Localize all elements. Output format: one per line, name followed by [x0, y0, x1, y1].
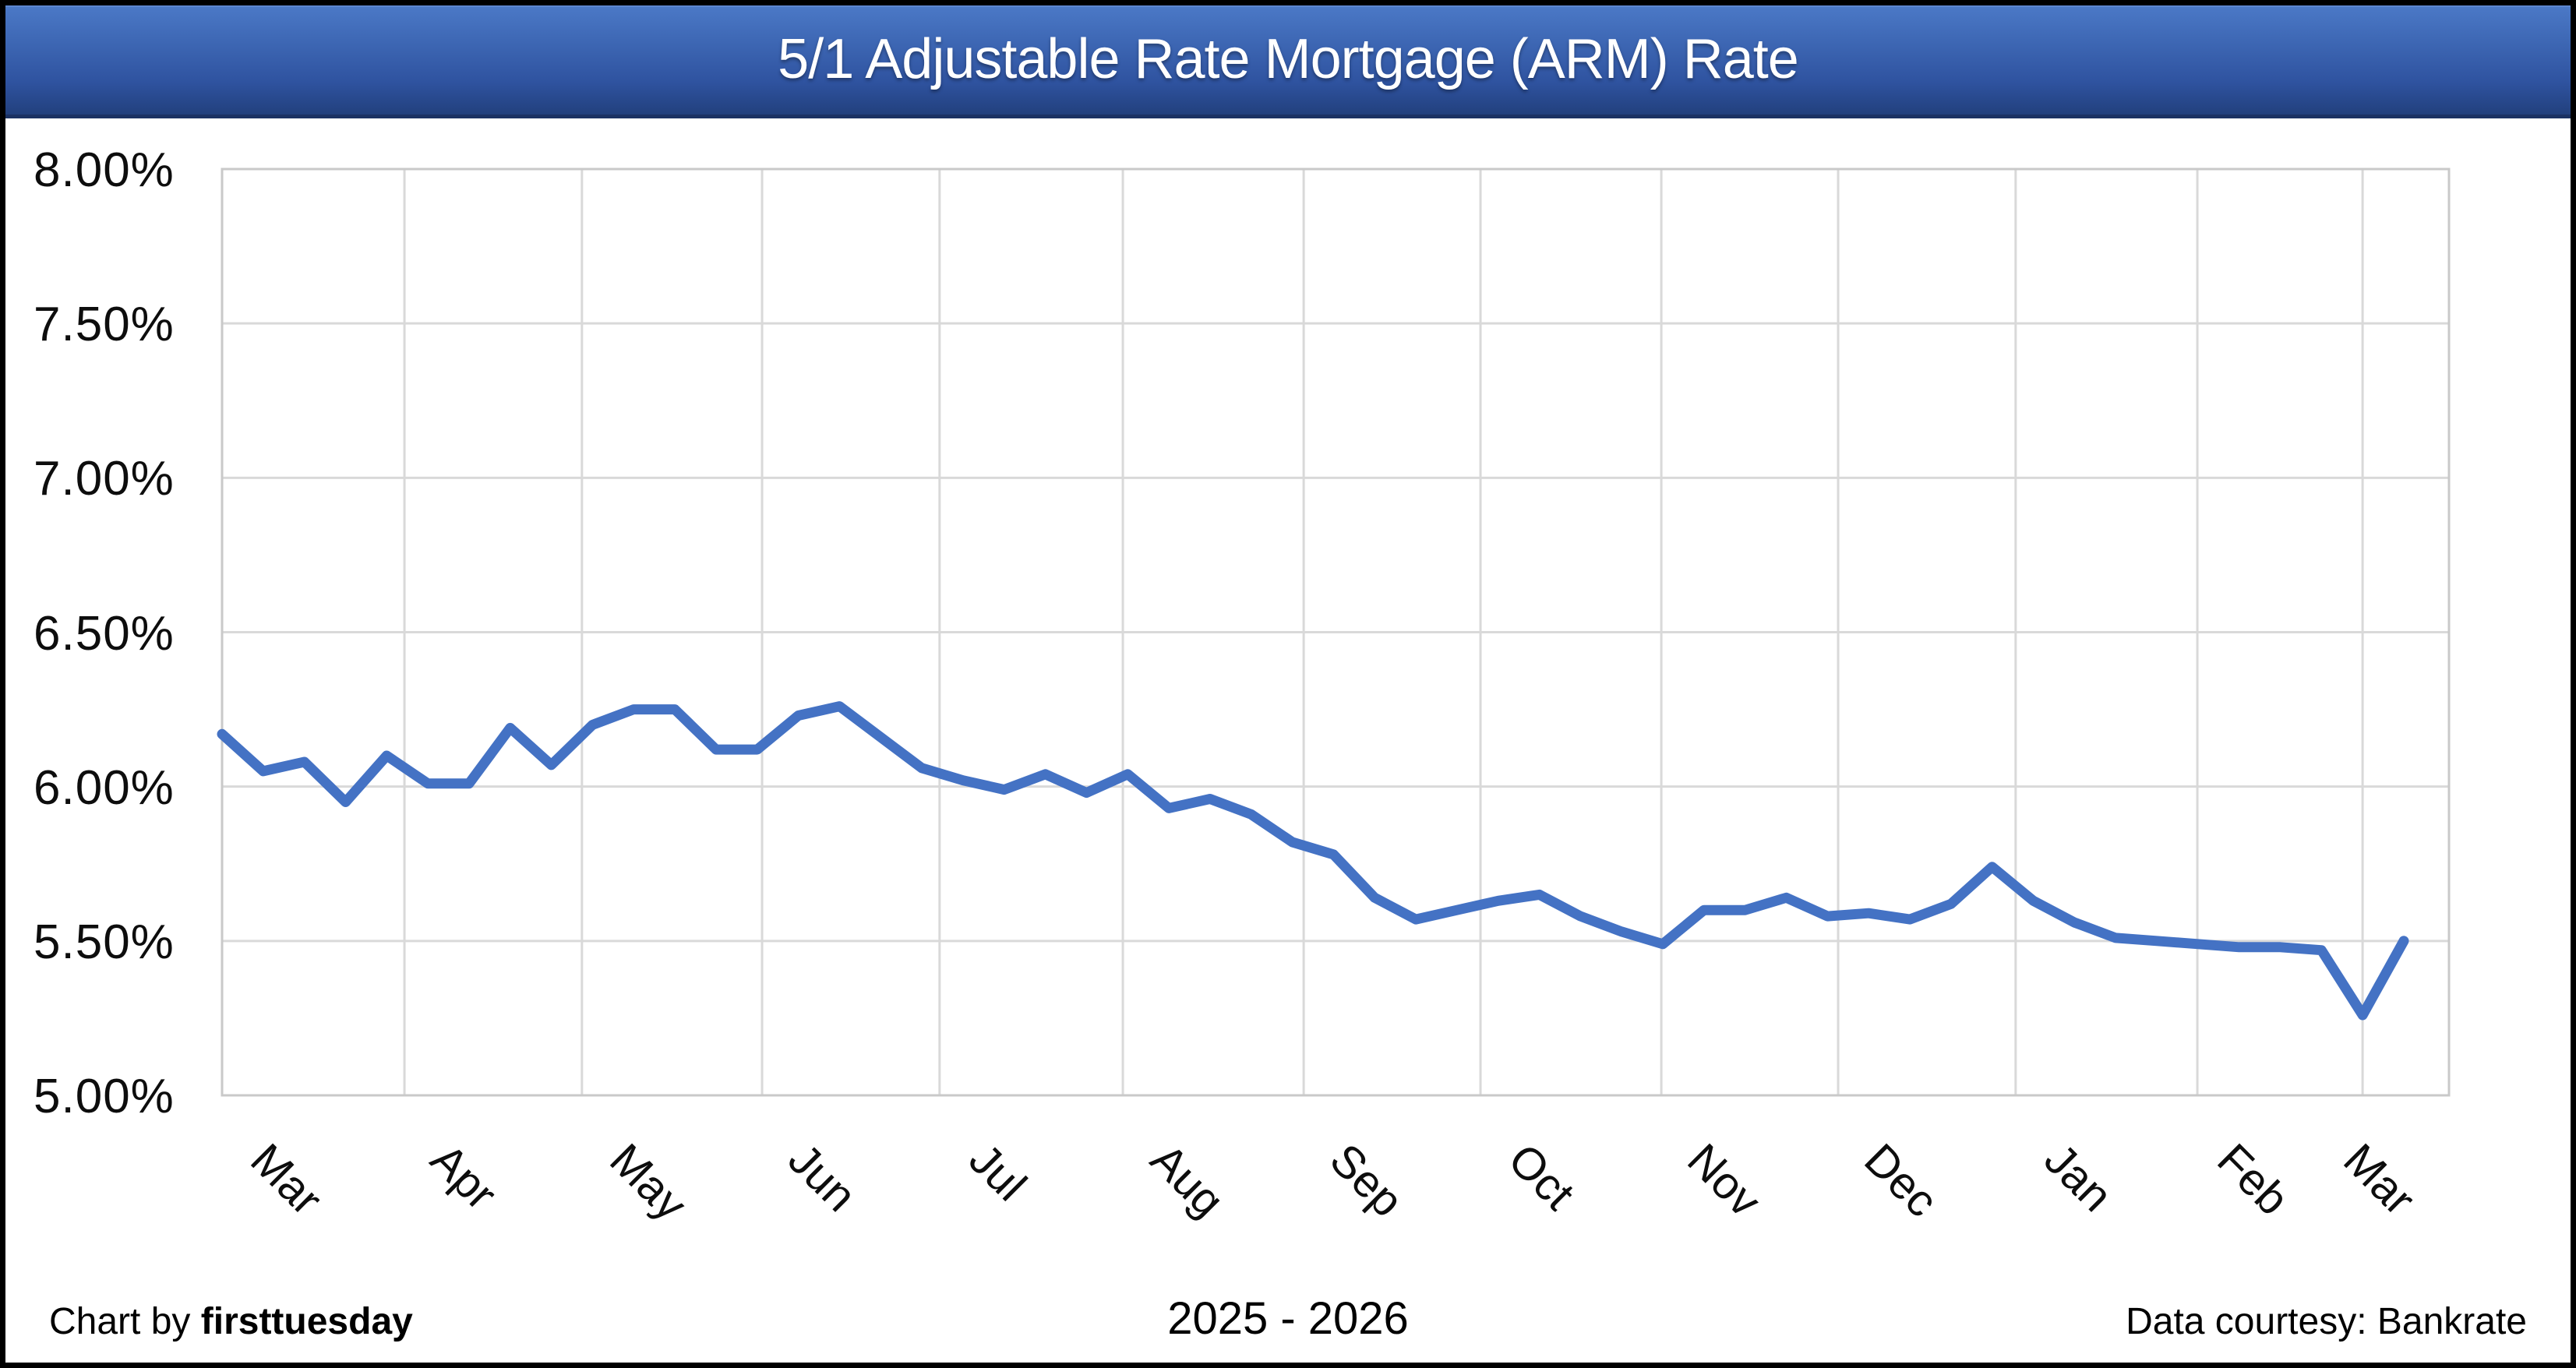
y-axis-label: 6.50%: [34, 606, 175, 661]
y-axis-label: 8.00%: [34, 143, 175, 197]
y-axis-label: 7.50%: [34, 298, 175, 352]
x-axis-title: 2025 - 2026: [1167, 1293, 1409, 1344]
chart-credit: Chart by firsttuesday: [49, 1300, 413, 1343]
y-axis-label: 6.00%: [34, 760, 175, 815]
y-axis-label: 5.50%: [34, 915, 175, 969]
chart-title: 5/1 Adjustable Rate Mortgage (ARM) Rate: [778, 28, 1799, 90]
chart-credit-prefix: Chart by: [49, 1301, 201, 1342]
rate-line: [217, 701, 2409, 1021]
y-axis-label: 5.00%: [34, 1070, 175, 1123]
plot-area: [217, 167, 2451, 1097]
y-axis-label: 7.00%: [34, 452, 175, 506]
chart-credit-name: firsttuesday: [200, 1301, 413, 1342]
data-source: Data courtesy: Bankrate: [2126, 1301, 2527, 1342]
title-bar: 5/1 Adjustable Rate Mortgage (ARM) Rate: [5, 5, 2571, 118]
